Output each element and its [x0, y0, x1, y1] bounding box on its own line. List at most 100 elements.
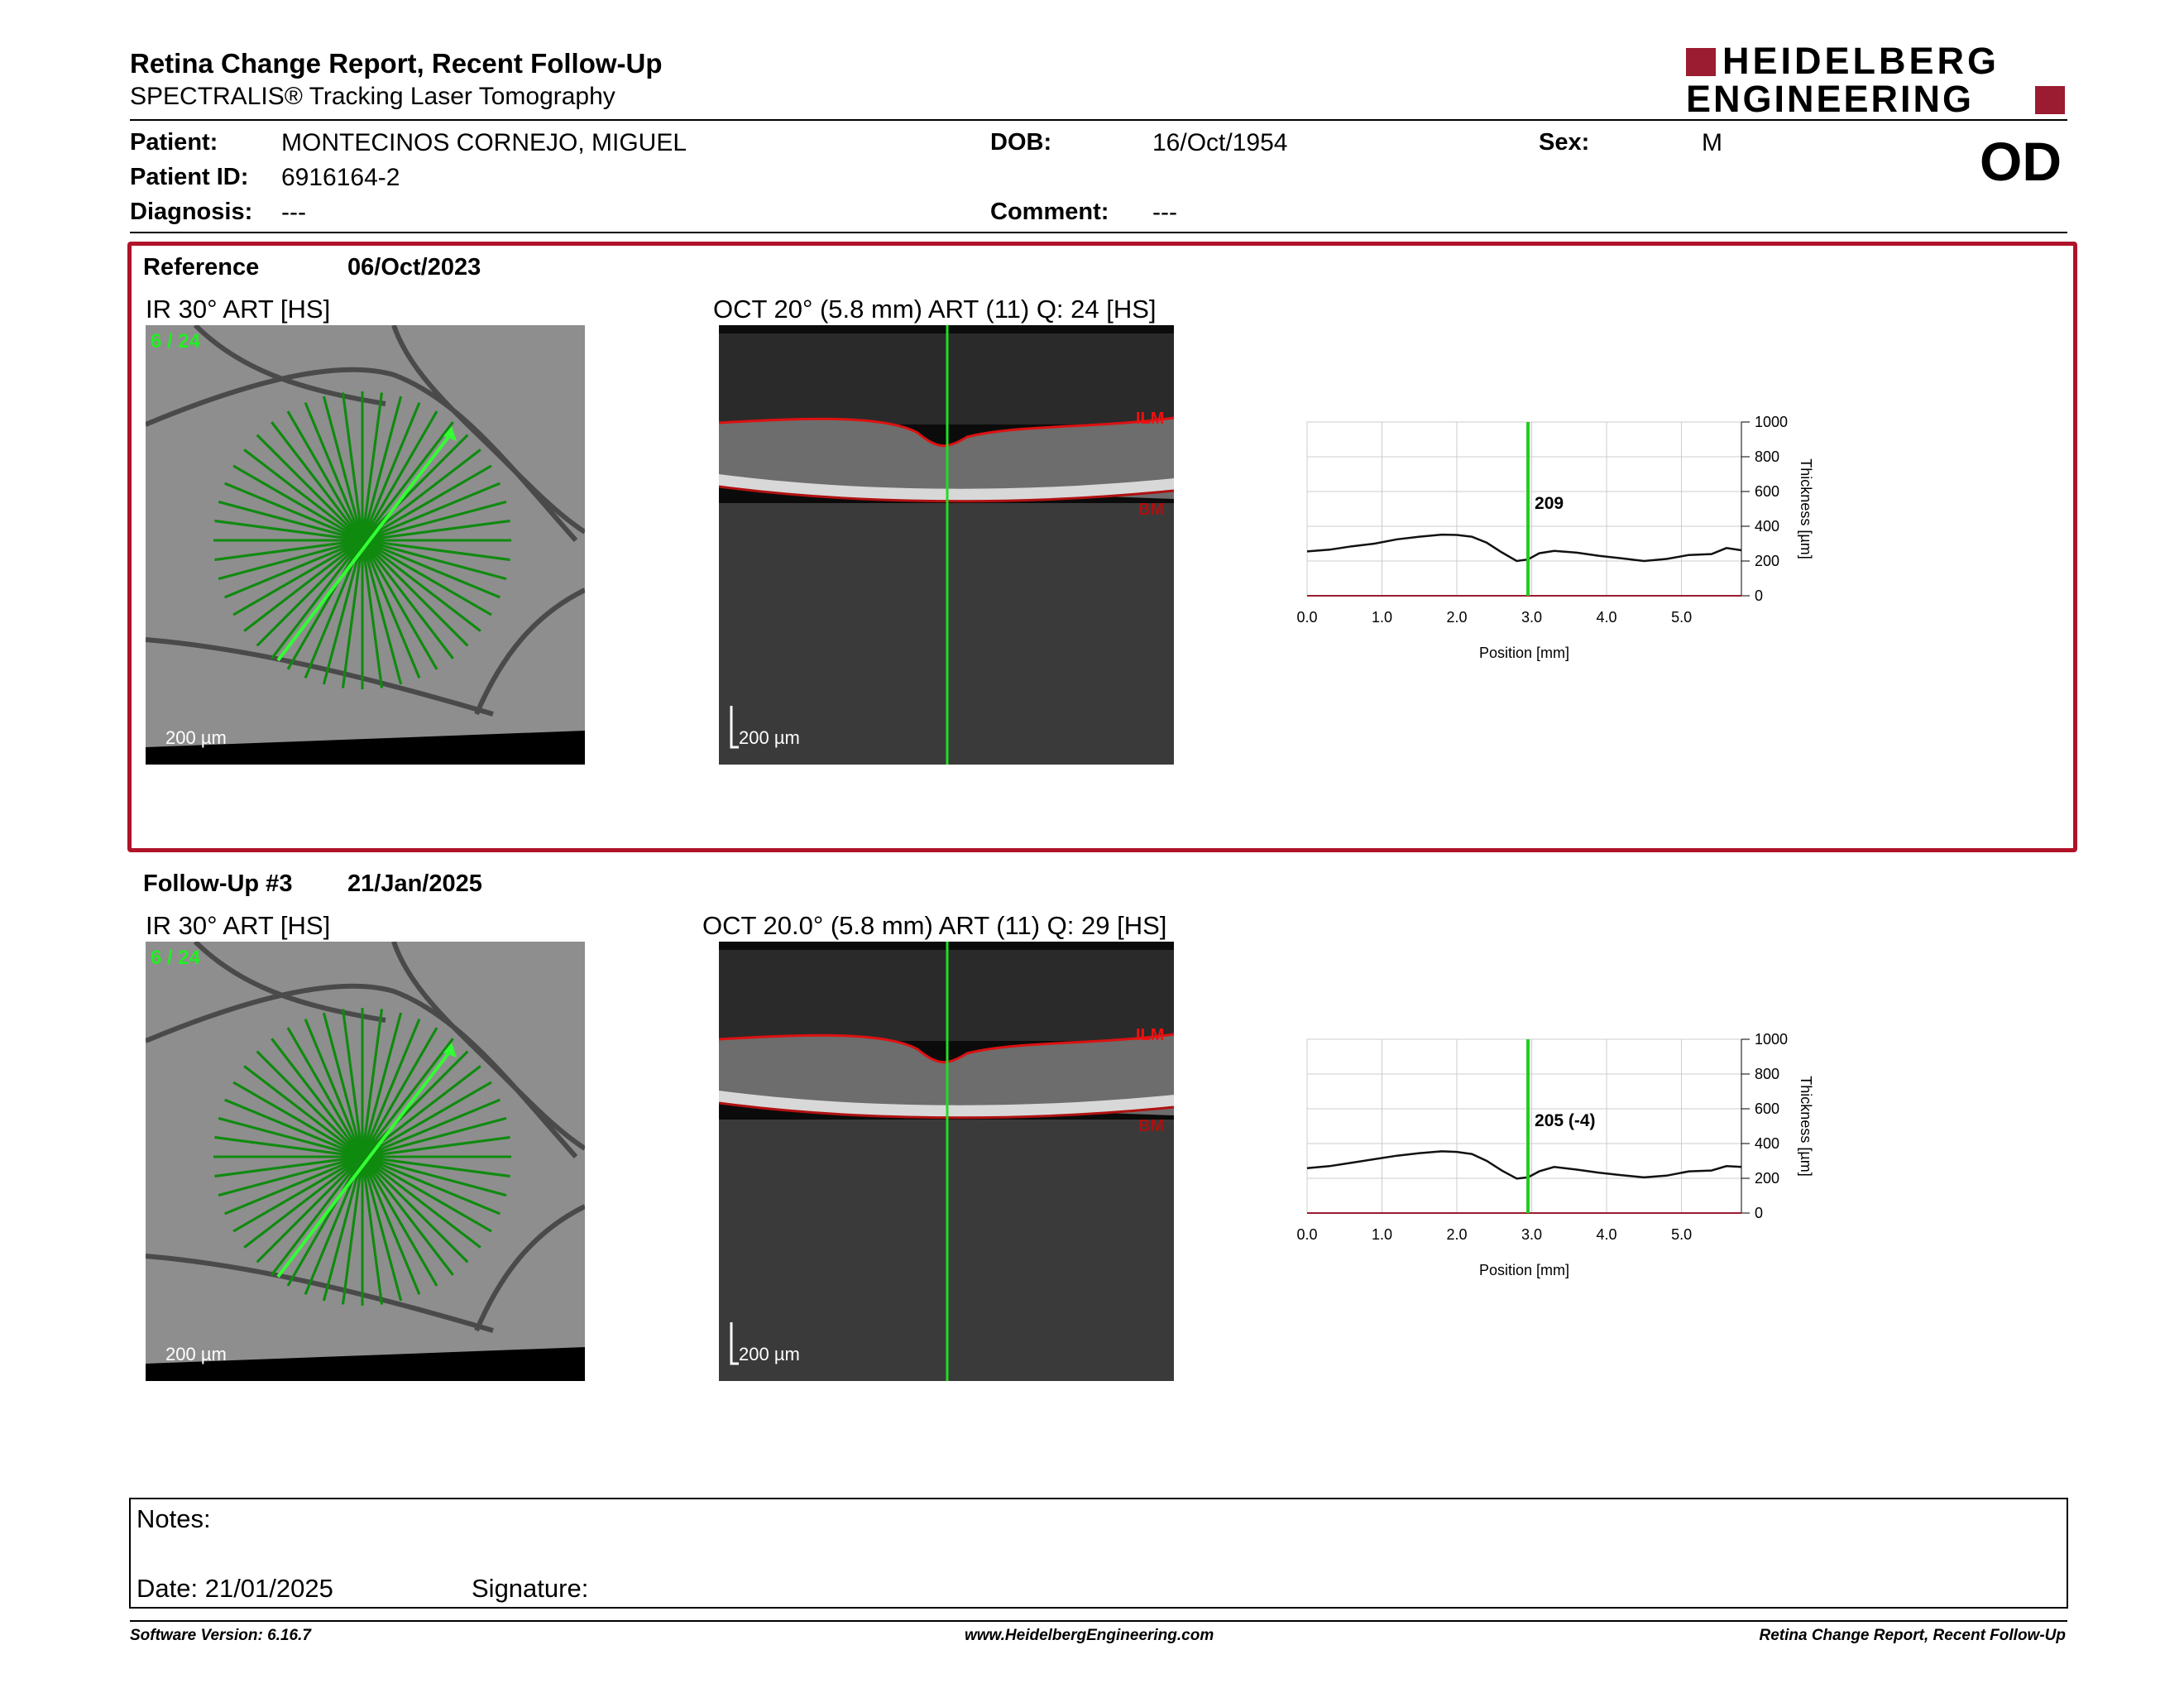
x-tick-label: 1.0 [1372, 1226, 1392, 1243]
fundus-border [146, 1347, 585, 1381]
footer-software-version: Software Version: 6.16.7 [130, 1627, 311, 1644]
oct-bscan [719, 942, 1174, 1381]
y-tick-label: 400 [1755, 1135, 1779, 1152]
followup-oct-bscan-image[interactable]: ILM BM 200 µm [719, 942, 1174, 1381]
y-axis-label: Thickness [µm] [1798, 458, 1814, 559]
report-title: Retina Change Report, Recent Follow-Up [130, 48, 663, 79]
notes-date: Date: 21/01/2025 [136, 1574, 333, 1603]
y-tick-label: 800 [1755, 448, 1779, 465]
ilm-label: ILM [1136, 1026, 1165, 1044]
eye-indicator: OD [1980, 131, 2062, 192]
reference-thickness-chart: 0.0 1.0 2.0 3.0 4.0 5.0 0 200 400 600 800 1000 Posit… [1296, 414, 1814, 661]
rpe-band [719, 474, 1174, 501]
bm-boundary-line [719, 485, 1174, 503]
logo-top-text: HEIDELBERG [1722, 40, 2000, 82]
footer-website-link[interactable]: www.HeidelbergEngineering.com [965, 1627, 1214, 1644]
followup-ir-title: IR 30° ART [HS] [146, 911, 331, 940]
y-tick-label: 1000 [1755, 414, 1788, 430]
y-tick-label: 0 [1755, 587, 1763, 604]
report-subtitle: SPECTRALIS® Tracking Laser Tomography [130, 83, 615, 110]
ilm-boundary-line [719, 1033, 1174, 1064]
retinal-vessel [146, 1254, 494, 1333]
ir-scan-counter: 6 / 24 [151, 947, 201, 969]
reference-ir-title: IR 30° ART [HS] [146, 295, 331, 324]
x-axis-label: Position [mm] [1479, 645, 1569, 661]
retinal-vessel [193, 942, 386, 1023]
x-tick-label: 1.0 [1372, 609, 1392, 626]
logo-bottom-text: ENGINEERING [1686, 78, 1975, 120]
thickness-value-label: 205 (-4) [1535, 1111, 1596, 1130]
reference-ir-fundus-image[interactable]: 6 / 24 200 µm [146, 325, 585, 765]
x-tick-label: 2.0 [1447, 1226, 1468, 1243]
fundus-scan-pattern [146, 325, 585, 765]
scale-bar-icon [730, 1322, 739, 1365]
bm-boundary-line [719, 1101, 1174, 1120]
thickness-series-line [1306, 533, 1742, 563]
x-tick-label: 4.0 [1597, 1226, 1617, 1243]
y-tick-label: 600 [1755, 483, 1779, 500]
scan-direction-arrow-icon [443, 1043, 457, 1057]
y-tick-label: 400 [1755, 518, 1779, 535]
chart-plot-area [1306, 421, 1742, 597]
notes-signature: Signature: [472, 1574, 589, 1603]
x-tick-label: 2.0 [1447, 609, 1468, 626]
ir-scale-bar: 200 µm [165, 1344, 227, 1364]
x-tick-label: 0.0 [1296, 1226, 1317, 1243]
reference-date: 06/Oct/2023 [347, 254, 481, 281]
dob-label: DOB: [990, 129, 1052, 156]
y-tick-label: 200 [1755, 1170, 1779, 1187]
y-tick-label: 800 [1755, 1066, 1779, 1082]
followup-thickness-chart: 0.0 1.0 2.0 3.0 4.0 5.0 0 200 400 600 800 1000 Posit… [1296, 1031, 1814, 1278]
patient-divider [130, 232, 2067, 233]
oct-scale-bar: 200 µm [739, 727, 800, 748]
x-axis-label: Position [mm] [1479, 1262, 1569, 1278]
ilm-boundary-line [719, 416, 1174, 448]
x-tick-label: 5.0 [1671, 609, 1692, 626]
heidelberg-logo: HEIDELBERG ENGINEERING [1686, 40, 2067, 120]
footer-report-name: Retina Change Report, Recent Follow-Up [1759, 1627, 2066, 1644]
ir-scale-bar: 200 µm [165, 727, 227, 748]
y-tick-label: 200 [1755, 553, 1779, 569]
logo-square-icon [2035, 86, 2065, 114]
fundus-scan-pattern [146, 942, 585, 1381]
logo-square-icon [1686, 48, 1716, 76]
thickness-value-label: 209 [1535, 494, 1564, 513]
oct-bscan [719, 325, 1174, 765]
ilm-label: ILM [1136, 410, 1165, 428]
retinal-vessel [146, 637, 494, 717]
x-tick-label: 5.0 [1671, 1226, 1692, 1243]
sex-value: M [1702, 129, 1722, 156]
header-divider [130, 119, 2067, 121]
bm-label: BM [1138, 501, 1165, 519]
x-tick-label: 0.0 [1296, 609, 1317, 626]
chart-plot-area [1306, 1038, 1742, 1214]
notes-label: Notes: [136, 1504, 211, 1533]
reference-oct-bscan-image[interactable]: ILM BM 200 µm [719, 325, 1174, 765]
oct-scale-bar: 200 µm [739, 1344, 800, 1364]
patient-label: Patient: [130, 129, 218, 156]
footer-divider [130, 1620, 2067, 1622]
followup-ir-fundus-image[interactable]: 6 / 24 200 µm [146, 942, 585, 1381]
followup-date: 21/Jan/2025 [347, 870, 482, 897]
dob-value: 16/Oct/1954 [1152, 129, 1288, 156]
y-tick-label: 600 [1755, 1101, 1779, 1117]
retinal-vessel [474, 587, 585, 716]
notes-box[interactable]: Notes: Date: 21/01/2025 Signature: [129, 1498, 2068, 1609]
scale-bar-icon [730, 706, 739, 749]
diagnosis-label: Diagnosis: [130, 199, 253, 225]
bm-label: BM [1138, 1117, 1165, 1135]
reference-label: Reference [143, 254, 260, 281]
ir-scan-counter: 6 / 24 [151, 330, 201, 352]
comment-value: --- [1152, 199, 1177, 226]
fundus-border [146, 731, 585, 765]
active-scan-line [276, 431, 453, 662]
patient-id-value: 6916164-2 [281, 164, 400, 191]
reference-oct-title: OCT 20° (5.8 mm) ART (11) Q: 24 [HS] [713, 295, 1157, 324]
y-tick-label: 0 [1755, 1205, 1763, 1221]
radial-scan-line [214, 520, 510, 561]
sex-label: Sex: [1539, 129, 1590, 156]
active-scan-line [276, 1048, 453, 1278]
x-tick-label: 4.0 [1597, 609, 1617, 626]
rpe-band [719, 1091, 1174, 1118]
retinal-vessel [193, 325, 386, 406]
